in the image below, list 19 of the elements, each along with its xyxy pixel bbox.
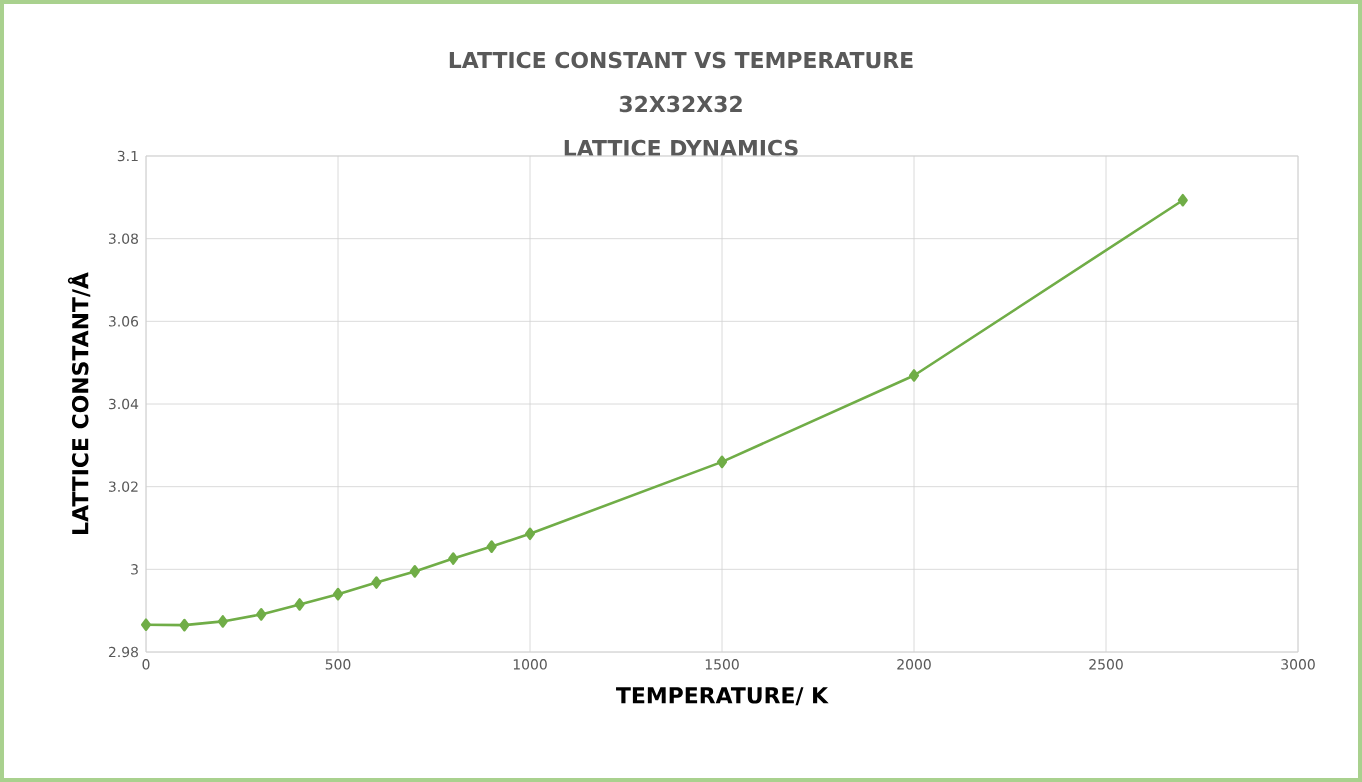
- point: [716, 455, 728, 469]
- point: [371, 576, 382, 589]
- point: [179, 618, 190, 632]
- chart-title: LATTICE CONSTANT VS TEMPERATURE: [449, 51, 913, 69]
- chart-subtitle: 32X32X32: [619, 95, 742, 113]
- point: [524, 527, 536, 541]
- annotation: LATTICE DYNAMICS: [564, 139, 798, 157]
- point: [256, 608, 267, 621]
- point: [217, 615, 228, 628]
- point: [448, 552, 459, 565]
- point: [140, 618, 152, 632]
- point: [908, 369, 920, 382]
- point: [294, 598, 305, 611]
- point: [332, 587, 344, 601]
- point: [486, 540, 497, 553]
- y-axis-title: LATTICE CONSTANT/Å: [67, 272, 91, 534]
- x-axis-title: TEMPERATURE/ K: [616, 687, 829, 706]
- point: [409, 565, 420, 578]
- point: [1177, 193, 1188, 207]
